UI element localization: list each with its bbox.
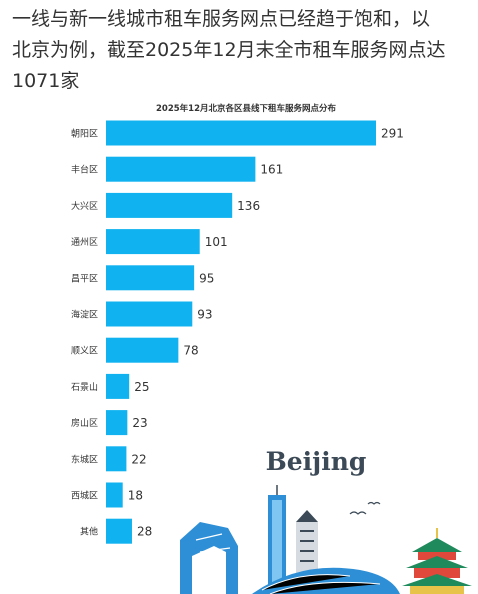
value-label: 18	[128, 489, 143, 503]
bar	[106, 337, 179, 363]
headline-line-1: 一线与新一线城市租车服务网点已经趋于饱和，以	[12, 8, 431, 30]
chart-title: 2025年12月北京各区县线下租车服务网点分布	[156, 103, 336, 114]
value-label: 161	[260, 163, 283, 177]
value-label: 25	[134, 380, 149, 394]
bar	[106, 120, 376, 146]
category-label: 其他	[80, 526, 98, 538]
bar	[106, 446, 127, 472]
value-label: 78	[183, 344, 198, 358]
bar	[106, 265, 195, 291]
category-label: 顺义区	[71, 346, 98, 357]
category-label: 海淀区	[71, 309, 98, 321]
value-label: 101	[205, 235, 228, 249]
bar	[106, 518, 132, 544]
value-label: 136	[237, 199, 260, 213]
bar	[106, 410, 128, 436]
cctv-tower-shape	[180, 522, 238, 594]
bar	[106, 156, 256, 182]
birds-decoration	[349, 501, 381, 515]
headline-line-2: 北京为例，截至2025年12月末全市租车服务网点达	[12, 39, 446, 61]
value-label: 28	[137, 525, 152, 539]
category-label: 通州区	[71, 237, 98, 248]
category-label: 房山区	[71, 417, 98, 429]
headline-line-3: 1071家	[12, 70, 80, 92]
value-label: 95	[199, 271, 214, 285]
bar	[106, 301, 193, 327]
category-label: 东城区	[71, 453, 98, 465]
temple-of-heaven-shape	[402, 528, 472, 594]
value-label: 291	[381, 127, 404, 141]
bar	[106, 373, 130, 399]
category-label: 丰台区	[71, 164, 98, 176]
bar	[106, 229, 200, 255]
category-label: 朝阳区	[71, 129, 98, 140]
value-label: 23	[132, 416, 147, 430]
category-label: 昌平区	[71, 273, 98, 284]
value-label: 22	[131, 452, 146, 466]
bars-group: 朝阳区 291 丰台区 161 大兴区 136 通州区 101 昌平区 95 海淀区 93 顺义区 78 石…	[71, 120, 404, 544]
article-headline: 一线与新一线城市租车服务网点已经趋于饱和，以 北京为例，截至2025年12月末全…	[12, 4, 468, 97]
beijing-label: Beijing	[266, 447, 367, 476]
tower-building-shape	[268, 485, 286, 594]
bar	[106, 482, 123, 508]
category-label: 大兴区	[71, 200, 98, 212]
category-label: 石景山	[71, 382, 98, 393]
bar	[106, 192, 233, 218]
value-label: 93	[197, 308, 212, 322]
category-label: 西城区	[71, 491, 98, 502]
stadium-shape	[252, 567, 400, 594]
beijing-skyline-illustration: Beijing	[180, 447, 472, 594]
